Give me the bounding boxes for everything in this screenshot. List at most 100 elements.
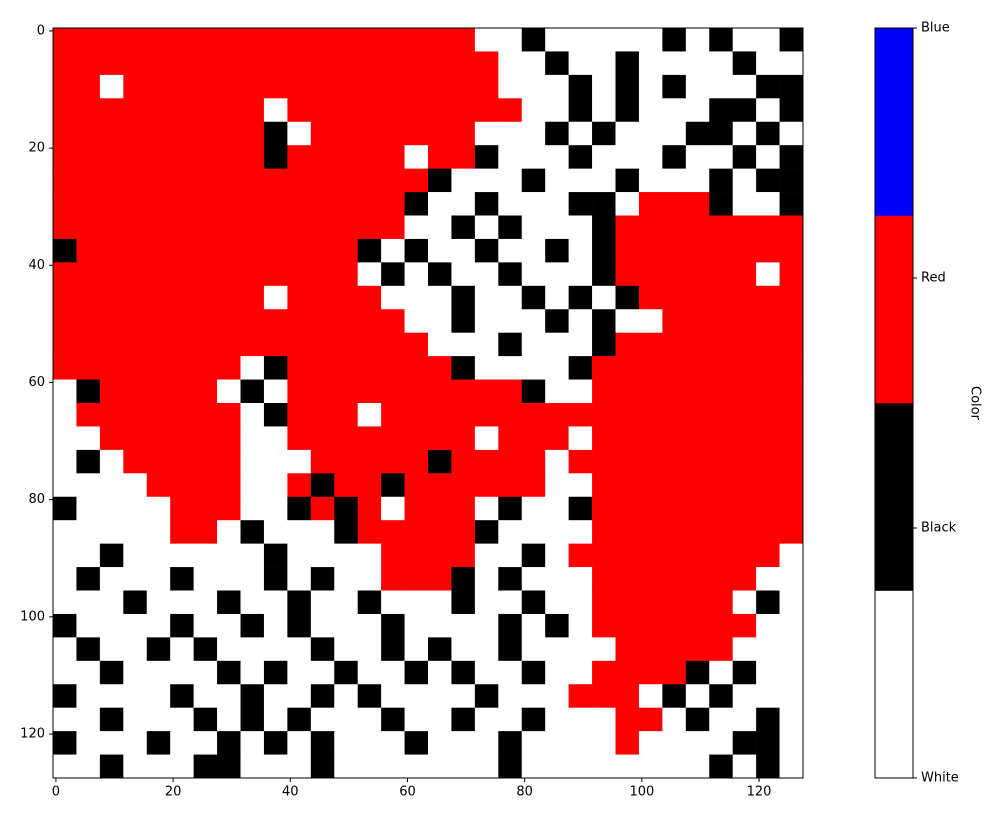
cell <box>779 590 804 615</box>
cell <box>568 74 593 99</box>
cell <box>193 332 218 357</box>
cell <box>474 51 499 76</box>
cell <box>263 309 288 333</box>
cell <box>592 285 616 310</box>
cell <box>310 567 335 591</box>
cell <box>451 520 476 544</box>
cell <box>76 121 101 146</box>
cell <box>263 473 288 498</box>
cell <box>662 660 687 685</box>
cell <box>193 707 218 732</box>
cell <box>217 285 241 310</box>
cell <box>779 754 804 779</box>
cell <box>521 215 546 240</box>
cell <box>451 473 476 498</box>
cell <box>451 426 476 451</box>
cell <box>123 496 148 521</box>
cell <box>287 332 312 357</box>
cell <box>240 707 265 732</box>
cell <box>638 613 663 638</box>
cell <box>498 379 523 404</box>
cell <box>357 379 382 404</box>
cell <box>193 192 218 216</box>
x-tick-label: 60 <box>399 785 416 800</box>
cell <box>146 707 171 732</box>
cell <box>123 637 148 662</box>
cell <box>287 754 312 779</box>
cell <box>357 238 382 263</box>
cell <box>310 660 335 685</box>
cell <box>521 74 546 99</box>
cell <box>685 590 710 615</box>
cell <box>498 51 523 76</box>
cell <box>709 98 733 123</box>
cell <box>263 660 288 685</box>
cell <box>568 379 593 404</box>
cell <box>287 192 312 216</box>
cell <box>99 731 124 755</box>
cell <box>709 28 733 52</box>
cell <box>310 731 335 755</box>
cell <box>334 51 358 76</box>
cell <box>428 168 452 193</box>
cell <box>99 262 124 287</box>
cell <box>310 28 335 52</box>
cell <box>568 707 593 732</box>
cell <box>53 403 77 427</box>
cell <box>263 590 288 615</box>
cell <box>263 168 288 193</box>
cell <box>357 309 382 333</box>
cell <box>170 590 194 615</box>
cell <box>53 543 77 568</box>
cell <box>170 51 194 76</box>
cell <box>779 238 804 263</box>
cell <box>170 332 194 357</box>
cell <box>404 567 429 591</box>
cell <box>287 403 312 427</box>
cell <box>217 403 241 427</box>
cell <box>685 496 710 521</box>
cell <box>615 356 640 380</box>
cell <box>709 449 733 474</box>
cell <box>170 684 194 708</box>
cell <box>779 379 804 404</box>
cell <box>615 215 640 240</box>
cell <box>263 496 288 521</box>
cell <box>76 285 101 310</box>
cell <box>615 121 640 146</box>
cell <box>662 449 687 474</box>
cell <box>498 192 523 216</box>
cell <box>193 496 218 521</box>
cell <box>685 684 710 708</box>
cell <box>381 121 405 146</box>
cell <box>193 74 218 99</box>
cell <box>568 356 593 380</box>
cell <box>99 145 124 169</box>
cell <box>357 426 382 451</box>
cell <box>545 449 569 474</box>
cell <box>381 590 405 615</box>
cell <box>521 356 546 380</box>
cell <box>287 731 312 755</box>
cell <box>263 145 288 169</box>
cell <box>404 332 429 357</box>
cell <box>428 520 452 544</box>
cell <box>662 238 687 263</box>
cell <box>638 567 663 591</box>
cell <box>568 731 593 755</box>
cell <box>638 192 663 216</box>
cell <box>76 74 101 99</box>
cell <box>638 707 663 732</box>
cell <box>521 145 546 169</box>
cell <box>709 403 733 427</box>
cell <box>428 51 452 76</box>
cell <box>474 590 499 615</box>
cell <box>170 426 194 451</box>
cell <box>53 684 77 708</box>
cell <box>240 192 265 216</box>
cell <box>779 403 804 427</box>
cell <box>217 660 241 685</box>
cell <box>662 145 687 169</box>
cell <box>568 590 593 615</box>
cell <box>685 543 710 568</box>
